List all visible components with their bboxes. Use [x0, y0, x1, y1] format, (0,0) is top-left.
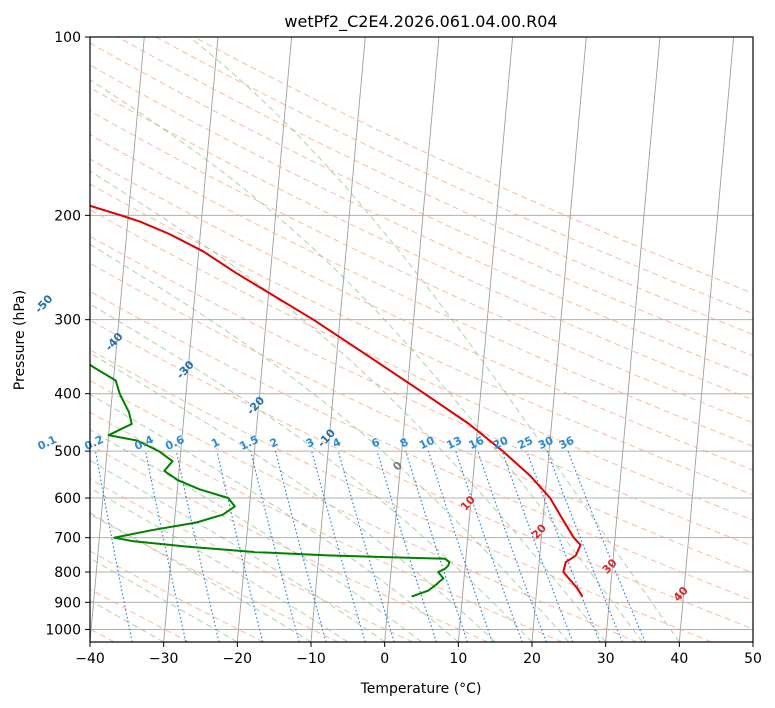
- isotherm-line: [163, 37, 219, 642]
- y-tick-label: 200: [54, 208, 81, 224]
- x-tick-label: −40: [75, 651, 105, 667]
- dry-adiabat: [90, 87, 753, 401]
- y-tick-label: 900: [54, 595, 81, 611]
- moist-adiabat: [90, 352, 496, 642]
- x-tick-label: −10: [296, 651, 326, 667]
- x-tick-label: 50: [744, 651, 762, 667]
- isotherm-line: [236, 37, 293, 642]
- mixing-ratio-line: [337, 450, 395, 642]
- moist-adiabat: [90, 170, 607, 642]
- y-tick-label: 500: [54, 444, 81, 460]
- x-tick-label: 30: [597, 651, 615, 667]
- mixing-ratio-label: 25: [516, 434, 535, 452]
- moist-adiabat: [90, 512, 312, 642]
- dry-adiabat: [90, 110, 753, 424]
- x-axis-title: Temperature (°C): [360, 681, 482, 697]
- mixing-ratio-line: [311, 450, 366, 642]
- chart-title: wetPf2_C2E4.2026.061.04.00.R04: [284, 12, 557, 32]
- isotherm-line: [310, 37, 366, 642]
- plot-frame: [89, 36, 754, 643]
- axes: −40 −30 −20 −10 0 10 20 30 40 50 100 200 300 400 500 60…: [45, 30, 762, 667]
- y-axis-title: Pressure (hPa): [12, 290, 28, 390]
- dry-adiabat: [90, 262, 753, 574]
- mixing-ratio-label: 36: [557, 434, 577, 452]
- mixing-ratio-line: [144, 450, 187, 642]
- x-tick-label: 40: [670, 651, 688, 667]
- isotherm-line: [605, 37, 661, 642]
- moist-adiabat: [90, 557, 238, 642]
- y-tick-label: 700: [54, 531, 81, 547]
- mixing-ratio-label: 30: [536, 434, 556, 452]
- mixing-ratio-line: [405, 450, 469, 642]
- x-tick-label: 10: [449, 651, 467, 667]
- moist-adiabat: [90, 243, 570, 642]
- isotherm-line: [384, 37, 440, 642]
- y-tick-label: 1000: [45, 622, 81, 638]
- y-tick-label: 100: [54, 30, 81, 46]
- mixing-ratio-line: [216, 450, 264, 642]
- dry-adiabat: [90, 380, 638, 642]
- y-tick-label: 600: [54, 491, 81, 507]
- dry-adiabat: [90, 42, 753, 357]
- y-tick-label: 800: [54, 565, 81, 581]
- isotherm-line: [457, 37, 514, 642]
- dry-adiabat: [117, 37, 753, 336]
- temperature-profile-line: [90, 204, 584, 598]
- moist-adiabat: [189, 37, 680, 642]
- x-tick-label: −30: [149, 651, 179, 667]
- mixing-ratio-line: [376, 450, 437, 642]
- dry-adiabat: [90, 290, 753, 602]
- dewpoint-profile-line: [90, 363, 451, 598]
- mixing-ratio-label: 10: [417, 434, 437, 452]
- isotherm-line: [531, 37, 587, 642]
- moist-adiabat: [90, 79, 643, 642]
- background-lines: [90, 37, 753, 642]
- mixing-ratio-line: [94, 450, 133, 642]
- moist-adiabat: [90, 429, 422, 642]
- dry-adiabat: [90, 411, 563, 642]
- dry-adiabat: [193, 37, 753, 294]
- dry-adiabat: [90, 134, 753, 447]
- mixing-ratio-line: [455, 450, 523, 642]
- mixing-ratio-line: [250, 450, 300, 642]
- mixing-ratio-line: [274, 450, 327, 642]
- isotherm-line: [678, 37, 735, 642]
- x-tick-label: −20: [223, 651, 253, 667]
- dry-adiabat: [90, 64, 753, 379]
- moist-adiabat: [90, 393, 459, 642]
- y-tick-label: 300: [54, 313, 81, 329]
- x-tick-label: 0: [380, 651, 389, 667]
- isotherm-line: [90, 37, 145, 642]
- mixing-ratio-label: 16: [467, 434, 487, 452]
- dry-adiabat: [155, 37, 753, 315]
- moist-adiabat: [90, 459, 385, 642]
- dry-adiabat: [90, 478, 414, 642]
- profile-lines: [90, 204, 584, 598]
- mixing-ratio-line: [477, 450, 547, 642]
- mixing-ratio-label: 20: [491, 434, 511, 452]
- mixing-ratio-label: 13: [445, 434, 464, 452]
- dry-adiabat: [90, 158, 753, 471]
- y-tick-label: 400: [54, 387, 81, 403]
- mixing-ratio-line: [175, 450, 220, 642]
- mixing-ratio-line: [427, 450, 493, 642]
- x-tick-label: 20: [523, 651, 541, 667]
